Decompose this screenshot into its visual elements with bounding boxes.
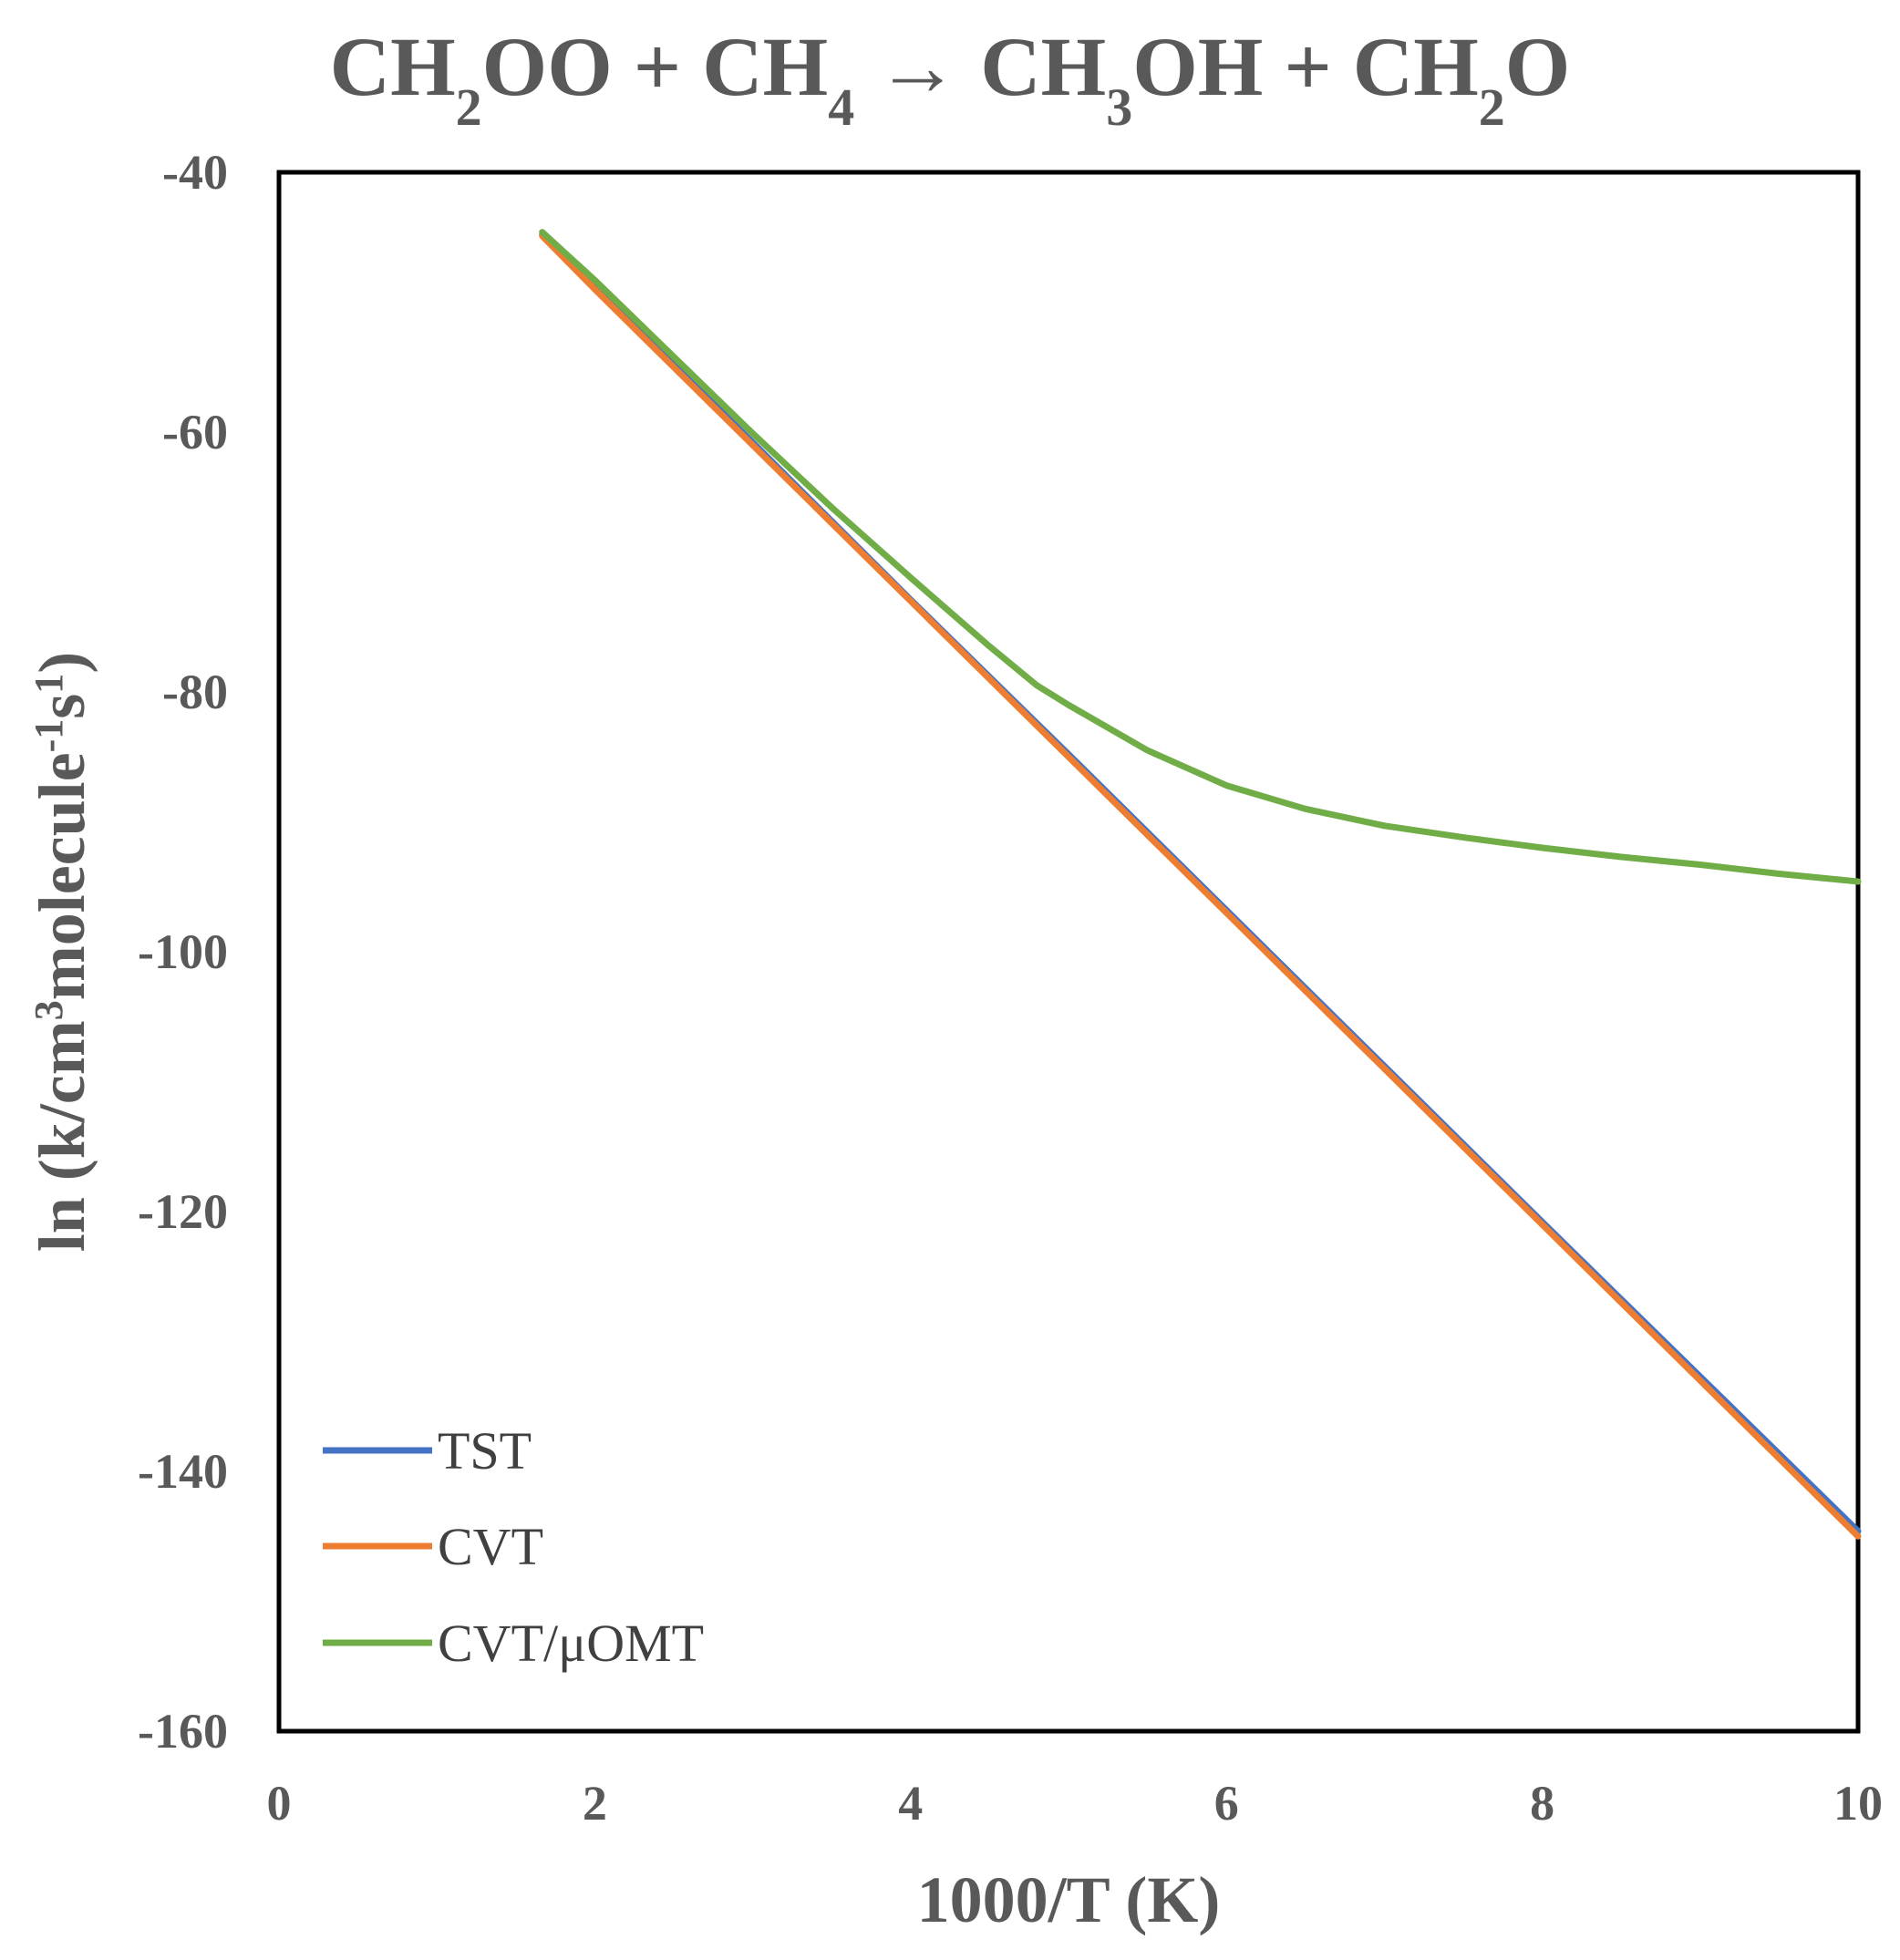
plot-area-frame xyxy=(276,170,1861,1734)
series-line-cvt-omt xyxy=(539,229,1862,885)
series-line-cvt xyxy=(539,232,1862,1540)
y-tick-label: -140 xyxy=(138,1444,228,1499)
y-tick-label: -60 xyxy=(162,405,228,459)
chart-title: CH2OO + CH4 → CH3OH + CH2O xyxy=(330,20,1571,137)
y-axis-title: ln (k/cm3molecule-1s1) xyxy=(26,652,98,1253)
x-tick-label: 10 xyxy=(1833,1776,1883,1831)
y-tick-label: -80 xyxy=(162,665,228,719)
y-tick-label: -160 xyxy=(138,1704,228,1759)
x-axis-title: 1000/T (K) xyxy=(917,1863,1221,1936)
y-axis-tick-labels: -40 -60 -80 -100 -120 -140 -160 xyxy=(138,145,228,1759)
y-tick-label: -40 xyxy=(162,145,228,200)
legend-label: CVT xyxy=(438,1517,543,1576)
series-lines xyxy=(539,229,1862,1540)
y-tick-label: -120 xyxy=(138,1184,228,1239)
x-tick-label: 6 xyxy=(1214,1776,1239,1831)
y-tick-label: -100 xyxy=(138,924,228,979)
x-tick-label: 2 xyxy=(583,1776,607,1831)
legend-label: CVT/μOMT xyxy=(438,1614,704,1673)
x-axis-tick-labels: 0 2 4 6 8 10 xyxy=(267,1776,1884,1831)
x-tick-label: 0 xyxy=(267,1776,292,1831)
legend: TST CVT CVT/μOMT xyxy=(323,1421,704,1673)
x-tick-label: 4 xyxy=(898,1776,923,1831)
x-tick-label: 8 xyxy=(1530,1776,1554,1831)
legend-label: TST xyxy=(438,1421,532,1480)
